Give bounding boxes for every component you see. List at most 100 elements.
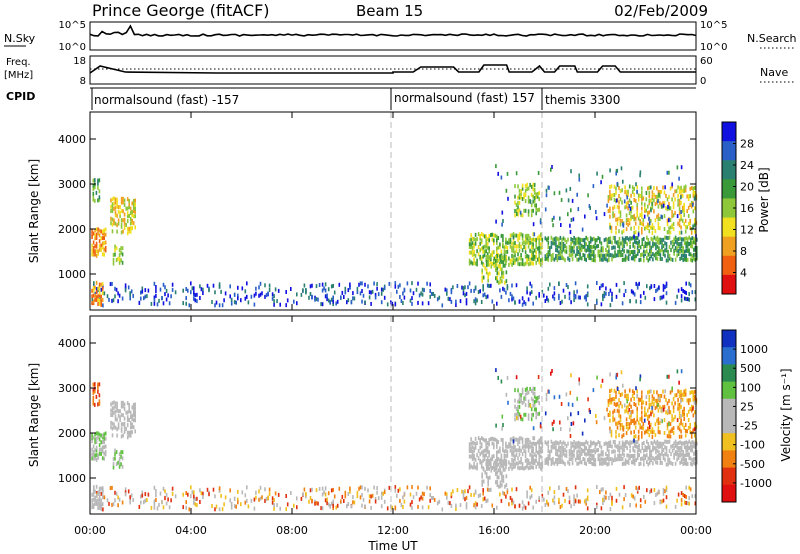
power-cell (574, 281, 577, 286)
power-cell (130, 289, 133, 294)
velocity-cell (609, 389, 611, 394)
velocity-cell (618, 440, 621, 445)
power-cell (619, 218, 622, 223)
power-cell (495, 276, 497, 281)
power-cell (483, 292, 486, 297)
velocity-cell (569, 434, 572, 438)
power-cell (411, 281, 413, 286)
x-tick-label: 04:00 (175, 524, 207, 537)
velocity-cell (129, 425, 132, 430)
velocity-cell (633, 454, 636, 458)
power-cell (636, 202, 638, 207)
colorbar-swatch (722, 179, 736, 199)
power-cell (92, 285, 95, 290)
velocity-cell (155, 489, 157, 493)
velocity-cell (678, 394, 681, 399)
freq-tick-bottom: 8 (80, 76, 86, 87)
velocity-cell (636, 393, 638, 398)
power-cell (121, 246, 124, 251)
power-cell (188, 303, 191, 308)
power-cell (547, 257, 550, 262)
velocity-cell (633, 461, 636, 466)
power-cell (635, 281, 637, 286)
velocity-cell (540, 436, 542, 441)
velocity-cell (533, 441, 536, 446)
velocity-cell (641, 434, 643, 439)
velocity-cell (450, 491, 453, 496)
velocity-cell (97, 498, 99, 503)
velocity-cell (526, 386, 528, 391)
velocity-cell (233, 504, 236, 509)
velocity-cell (639, 504, 642, 509)
velocity-cell (653, 457, 656, 462)
velocity-cell (691, 440, 694, 445)
velocity-cell (682, 457, 684, 462)
velocity-cell (597, 440, 600, 445)
power-cell (565, 283, 568, 287)
velocity-cell (104, 436, 107, 441)
power-cell (500, 175, 503, 180)
power-cell (97, 178, 99, 183)
velocity-cell (483, 453, 486, 458)
velocity-cell (470, 437, 472, 442)
power-cell (436, 297, 439, 302)
velocity-cell (609, 492, 612, 497)
velocity-cell (530, 494, 533, 499)
power-cell (625, 192, 628, 197)
power-cell (588, 248, 590, 252)
power-cell (114, 200, 117, 205)
power-cell (496, 258, 499, 263)
velocity-cell (496, 462, 499, 467)
power-cell (527, 186, 530, 191)
power-cell (665, 284, 668, 288)
power-cell (505, 188, 508, 193)
velocity-cell (521, 462, 524, 467)
power-cell (550, 254, 553, 259)
velocity-cell (273, 503, 275, 508)
velocity-cell (676, 441, 678, 446)
velocity-cell (488, 462, 490, 467)
power-cell (98, 293, 101, 298)
power-cell (533, 257, 536, 261)
power-cell (672, 205, 675, 210)
power-cell (174, 290, 177, 295)
velocity-cell (615, 430, 617, 434)
velocity-cell (514, 398, 516, 403)
power-cell (501, 279, 503, 284)
power-cell (668, 170, 670, 175)
power-cell (609, 236, 612, 241)
power-cell (433, 293, 436, 298)
power-cell (600, 241, 603, 246)
velocity-cell (100, 498, 102, 503)
velocity-cell (669, 429, 672, 434)
velocity-cell (696, 441, 698, 446)
velocity-cell (672, 409, 675, 414)
velocity-cell (530, 488, 533, 493)
velocity-cell (650, 412, 652, 417)
velocity-cell (123, 421, 126, 426)
power-cell (349, 282, 351, 287)
power-cell (564, 294, 566, 299)
power-cell (631, 215, 634, 219)
power-cell (562, 236, 565, 241)
velocity-cell (279, 506, 281, 511)
power-cell (150, 301, 153, 306)
power-cell (91, 248, 93, 253)
power-cell (529, 281, 531, 286)
power-cell (664, 248, 666, 253)
power-cell (579, 295, 581, 300)
velocity-cell (487, 476, 489, 481)
velocity-cell (556, 452, 559, 457)
velocity-cells (91, 368, 698, 512)
power-cell (667, 204, 669, 209)
velocity-cell (609, 413, 611, 418)
power-cell (596, 300, 598, 305)
power-cell (639, 245, 642, 250)
power-cell (97, 286, 99, 291)
velocity-cell (570, 453, 572, 458)
power-cell (648, 198, 651, 203)
velocity-cell (573, 448, 575, 453)
power-cell (103, 247, 105, 252)
power-cell (529, 236, 531, 241)
velocity-cell (526, 444, 528, 449)
